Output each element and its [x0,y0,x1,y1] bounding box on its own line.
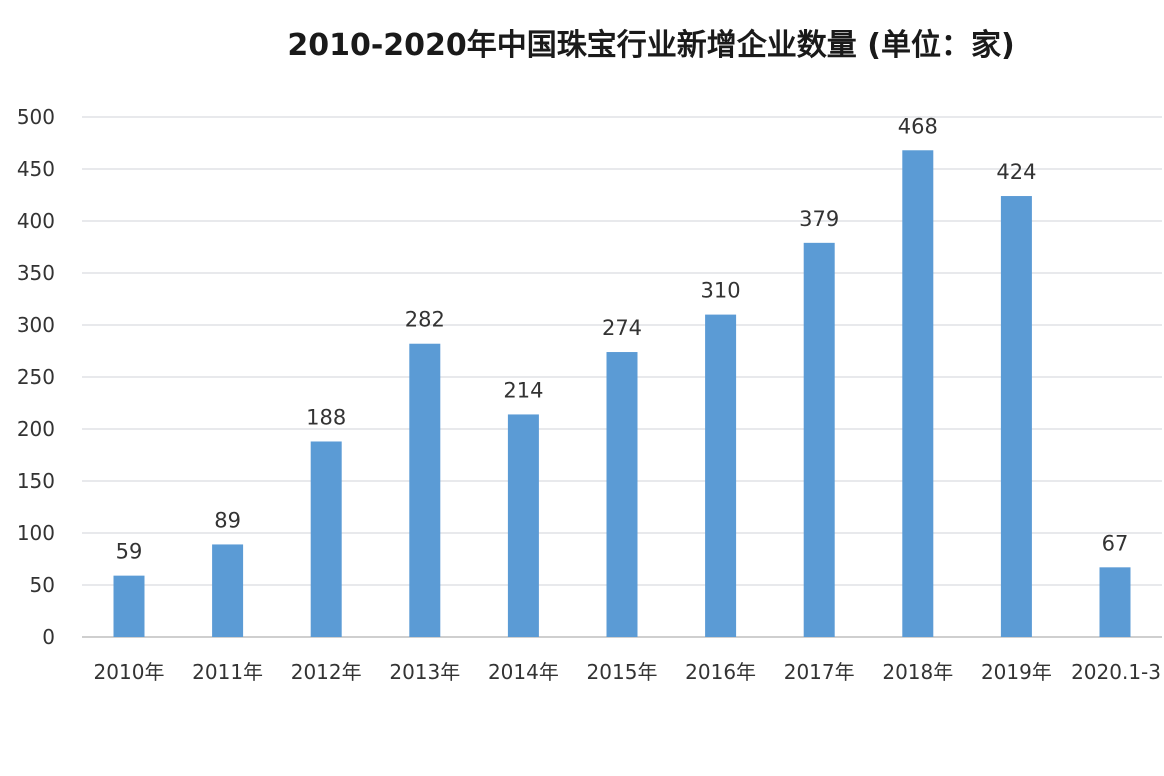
data-label: 59 [116,540,143,564]
bar [507,414,539,637]
y-tick-label: 250 [17,365,55,389]
data-label: 67 [1102,531,1129,555]
data-label: 468 [898,114,938,138]
x-category-label: 2013年 [389,660,460,684]
y-tick-label: 0 [42,625,55,649]
x-category-label: 2010年 [94,660,165,684]
data-label: 424 [996,160,1036,184]
y-tick-label: 150 [17,469,55,493]
x-category-label: 2015年 [587,660,658,684]
bar [1099,567,1131,637]
data-label: 274 [602,316,642,340]
y-tick-label: 200 [17,417,55,441]
bar [1000,196,1032,638]
bar [212,544,244,637]
x-category-label: 2011年 [192,660,263,684]
x-category-label: 2019年 [981,660,1052,684]
bar [902,150,934,637]
bar [409,343,441,637]
x-category-label: 2017年 [784,660,855,684]
y-tick-label: 400 [17,209,55,233]
x-category-label: 2012年 [291,660,362,684]
data-label: 282 [405,308,445,332]
bar [113,575,145,637]
y-tick-label: 350 [17,261,55,285]
y-tick-label: 100 [17,521,55,545]
data-label: 188 [306,405,346,429]
x-category-label: 2018年 [882,660,953,684]
bar [310,441,342,637]
x-category-label: 2016年 [685,660,756,684]
y-axis-tick-labels: 0 50 100 150 200 250 300 350 400 450 500 [17,105,55,649]
x-axis-category-labels: 2010年 2011年 2012年 2013年 2014年 2015年 2016年 2017年… [94,660,1161,684]
x-category-label: 2014年 [488,660,559,684]
data-label: 214 [503,378,543,402]
y-tick-label: 50 [30,573,55,597]
bar [803,242,835,637]
y-tick-label: 500 [17,105,55,129]
bar [705,314,737,637]
data-label: 310 [701,279,741,303]
bars [113,150,1131,638]
data-labels: 59 89 188 282 214 274 310 379 468 424 67 [116,114,1129,563]
x-category-label: 2020.1-3 [1071,660,1161,684]
chart-title: 2010-2020年中国珠宝行业新增企业数量 (单位：家) [287,28,1015,63]
y-tick-label: 300 [17,313,55,337]
data-label: 89 [214,508,241,532]
bar [606,352,638,637]
data-label: 379 [799,207,839,231]
y-tick-label: 450 [17,157,55,181]
